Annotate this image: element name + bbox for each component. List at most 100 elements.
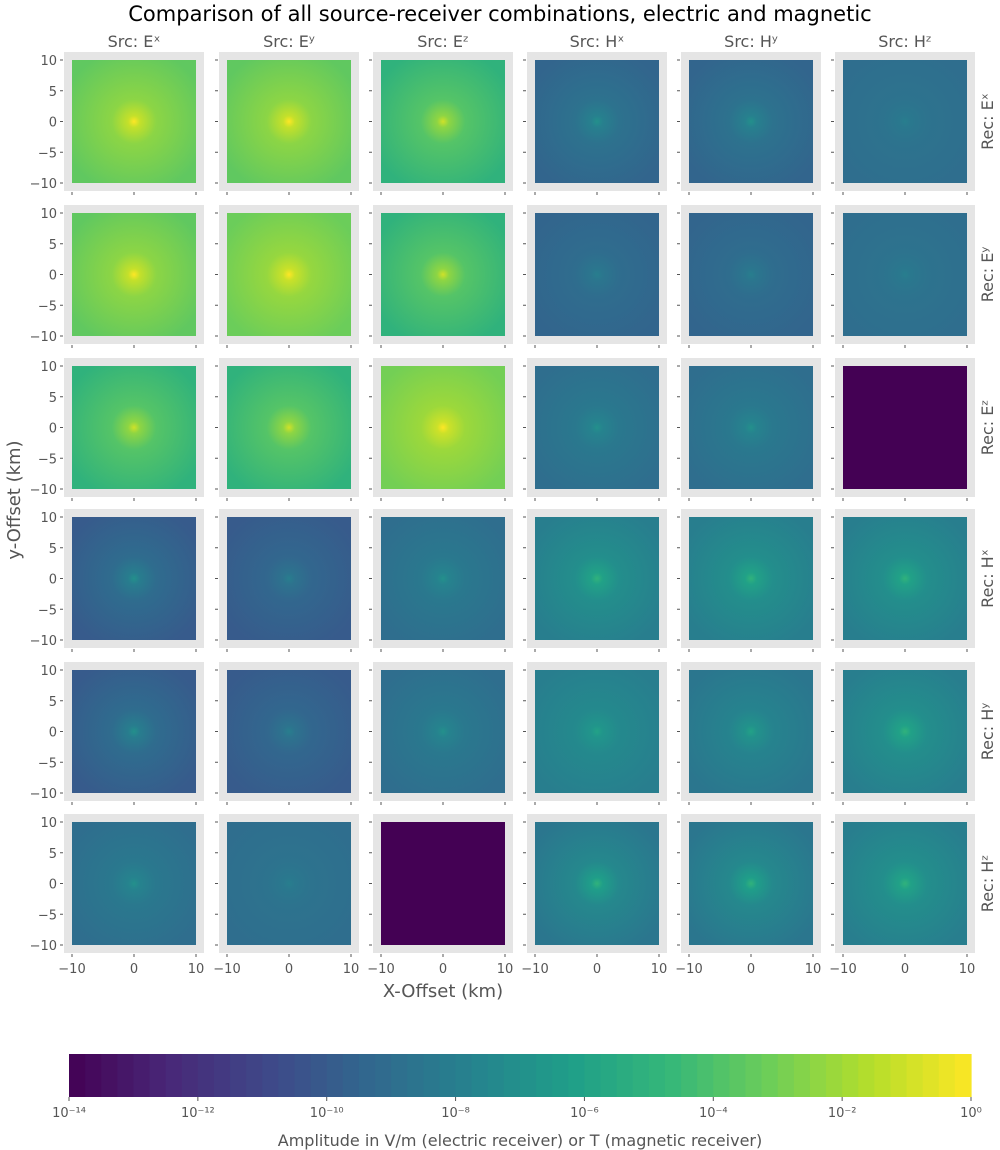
x-tick-label: 0 [439,962,447,977]
colorbar-level [777,1054,795,1097]
colorbar-level [391,1054,408,1097]
colorbar-level [616,1054,634,1097]
heatmap-panel-r6-c2 [227,822,351,945]
colorbar-level [906,1054,924,1097]
heatmap-panel-r2-c1 [72,213,196,336]
x-tick-label: 10 [959,962,976,977]
heatmap-panel-r2-c2 [227,213,351,336]
heatmap-panel-r3-c4 [535,366,659,489]
x-tick-label: 10 [343,962,360,977]
colorbar-tick-label: 10⁰ [960,1106,982,1121]
row-title: Rec: Eʸ [978,247,997,303]
heatmap-panel-r2-c6 [843,213,967,336]
heatmap-panel-r3-c6 [843,366,967,489]
y-axis-label: y-Offset (km) [4,440,25,559]
colorbar-level [858,1054,875,1097]
heatmap-panel-r3-c1 [72,366,196,489]
heatmap-panel-r4-c2 [227,517,351,640]
x-tick-label: 0 [901,962,909,977]
x-tick-label: −10 [213,962,240,977]
colorbar-level [358,1054,376,1097]
heatmap-panel-r1-c4 [535,60,659,183]
heatmap-panel-r5-c5 [689,670,813,793]
heatmap-panel-r5-c1 [72,670,196,793]
x-tick-label: 10 [188,962,205,977]
heatmap-panel-r2-c4 [535,213,659,336]
heatmap-panel-r5-c6 [843,670,967,793]
x-tick-label: −10 [58,962,85,977]
colorbar-tick-label: 10⁻² [828,1106,857,1121]
colorbar-level [85,1054,102,1097]
colorbar-level [294,1054,312,1097]
heatmap-panel-r6-c6 [843,822,967,945]
colorbar-level [503,1054,521,1097]
y-tick-label: 10 [40,360,57,375]
colorbar-level [375,1054,392,1097]
heatmap-panel-r4-c5 [689,517,813,640]
y-tick-label: −5 [38,908,57,923]
row-title: Rec: Hˣ [978,549,997,608]
colorbar-level [938,1054,956,1097]
row-title: Rec: Hʸ [978,703,997,761]
y-tick-label: −5 [38,603,57,618]
heatmap-panel-r6-c3 [381,822,505,945]
colorbar-label: Amplitude in V/m (electric receiver) or … [278,1131,762,1150]
y-tick-label: 5 [49,85,57,100]
heatmap-panel-r5-c4 [535,670,659,793]
colorbar-tick-label: 10⁻⁸ [441,1106,470,1121]
colorbar-level [874,1054,892,1097]
column-title: Src: Eᶻ [417,32,469,51]
y-tick-label: 0 [49,116,57,131]
colorbar-level [793,1054,811,1097]
heatmap-panel-r4-c4 [535,517,659,640]
y-tick-label: 0 [49,726,57,741]
column-title: Src: Hˣ [570,32,625,51]
y-tick-label: 10 [40,664,57,679]
y-tick-label: −5 [38,452,57,467]
x-tick-label: −10 [367,962,394,977]
colorbar-tick-label: 10⁻¹² [181,1106,215,1121]
y-tick-label: −5 [38,146,57,161]
colorbar-tick-label: 10⁻⁶ [570,1106,599,1121]
colorbar-level [954,1054,972,1097]
x-tick-label: 0 [747,962,755,977]
y-tick-label: −10 [30,939,57,954]
colorbar-level [342,1054,360,1097]
heatmap-panel-r2-c5 [689,213,813,336]
x-tick-label: 10 [497,962,514,977]
y-tick-label: 0 [49,878,57,893]
colorbar-tick-label: 10⁻¹⁴ [52,1106,86,1121]
colorbar-level [455,1054,473,1097]
colorbar-level [552,1054,569,1097]
y-tick-label: −10 [30,787,57,802]
y-tick-label: −10 [30,330,57,345]
colorbar-level [439,1054,457,1097]
colorbar-level [664,1054,682,1097]
column-title: Src: Eʸ [263,32,315,51]
colorbar-level [230,1054,247,1097]
y-tick-label: 5 [49,695,57,710]
y-tick-label: 10 [40,54,57,69]
x-tick-label: 10 [651,962,668,977]
heatmap-panel-r2-c3 [381,213,505,336]
heatmap-panel-r1-c5 [689,60,813,183]
column-title: Src: Hʸ [724,32,778,51]
colorbar-level [632,1054,650,1097]
colorbar-level [648,1054,666,1097]
colorbar-level [246,1054,263,1097]
x-tick-label: −10 [675,962,702,977]
y-tick-label: 5 [49,542,57,557]
y-tick-label: 10 [40,816,57,831]
heatmap-panel-r1-c6 [843,60,967,183]
row-title: Rec: Eᶻ [978,400,997,455]
colorbar-level [471,1054,489,1097]
y-tick-label: 10 [40,511,57,526]
y-tick-label: −10 [30,634,57,649]
y-tick-label: −5 [38,756,57,771]
colorbar-level [826,1054,843,1097]
y-tick-label: 0 [49,422,57,437]
colorbar-level [520,1054,537,1097]
x-tick-label: −10 [829,962,856,977]
column-title: Src: Eˣ [108,32,161,51]
colorbar-level [117,1054,135,1097]
